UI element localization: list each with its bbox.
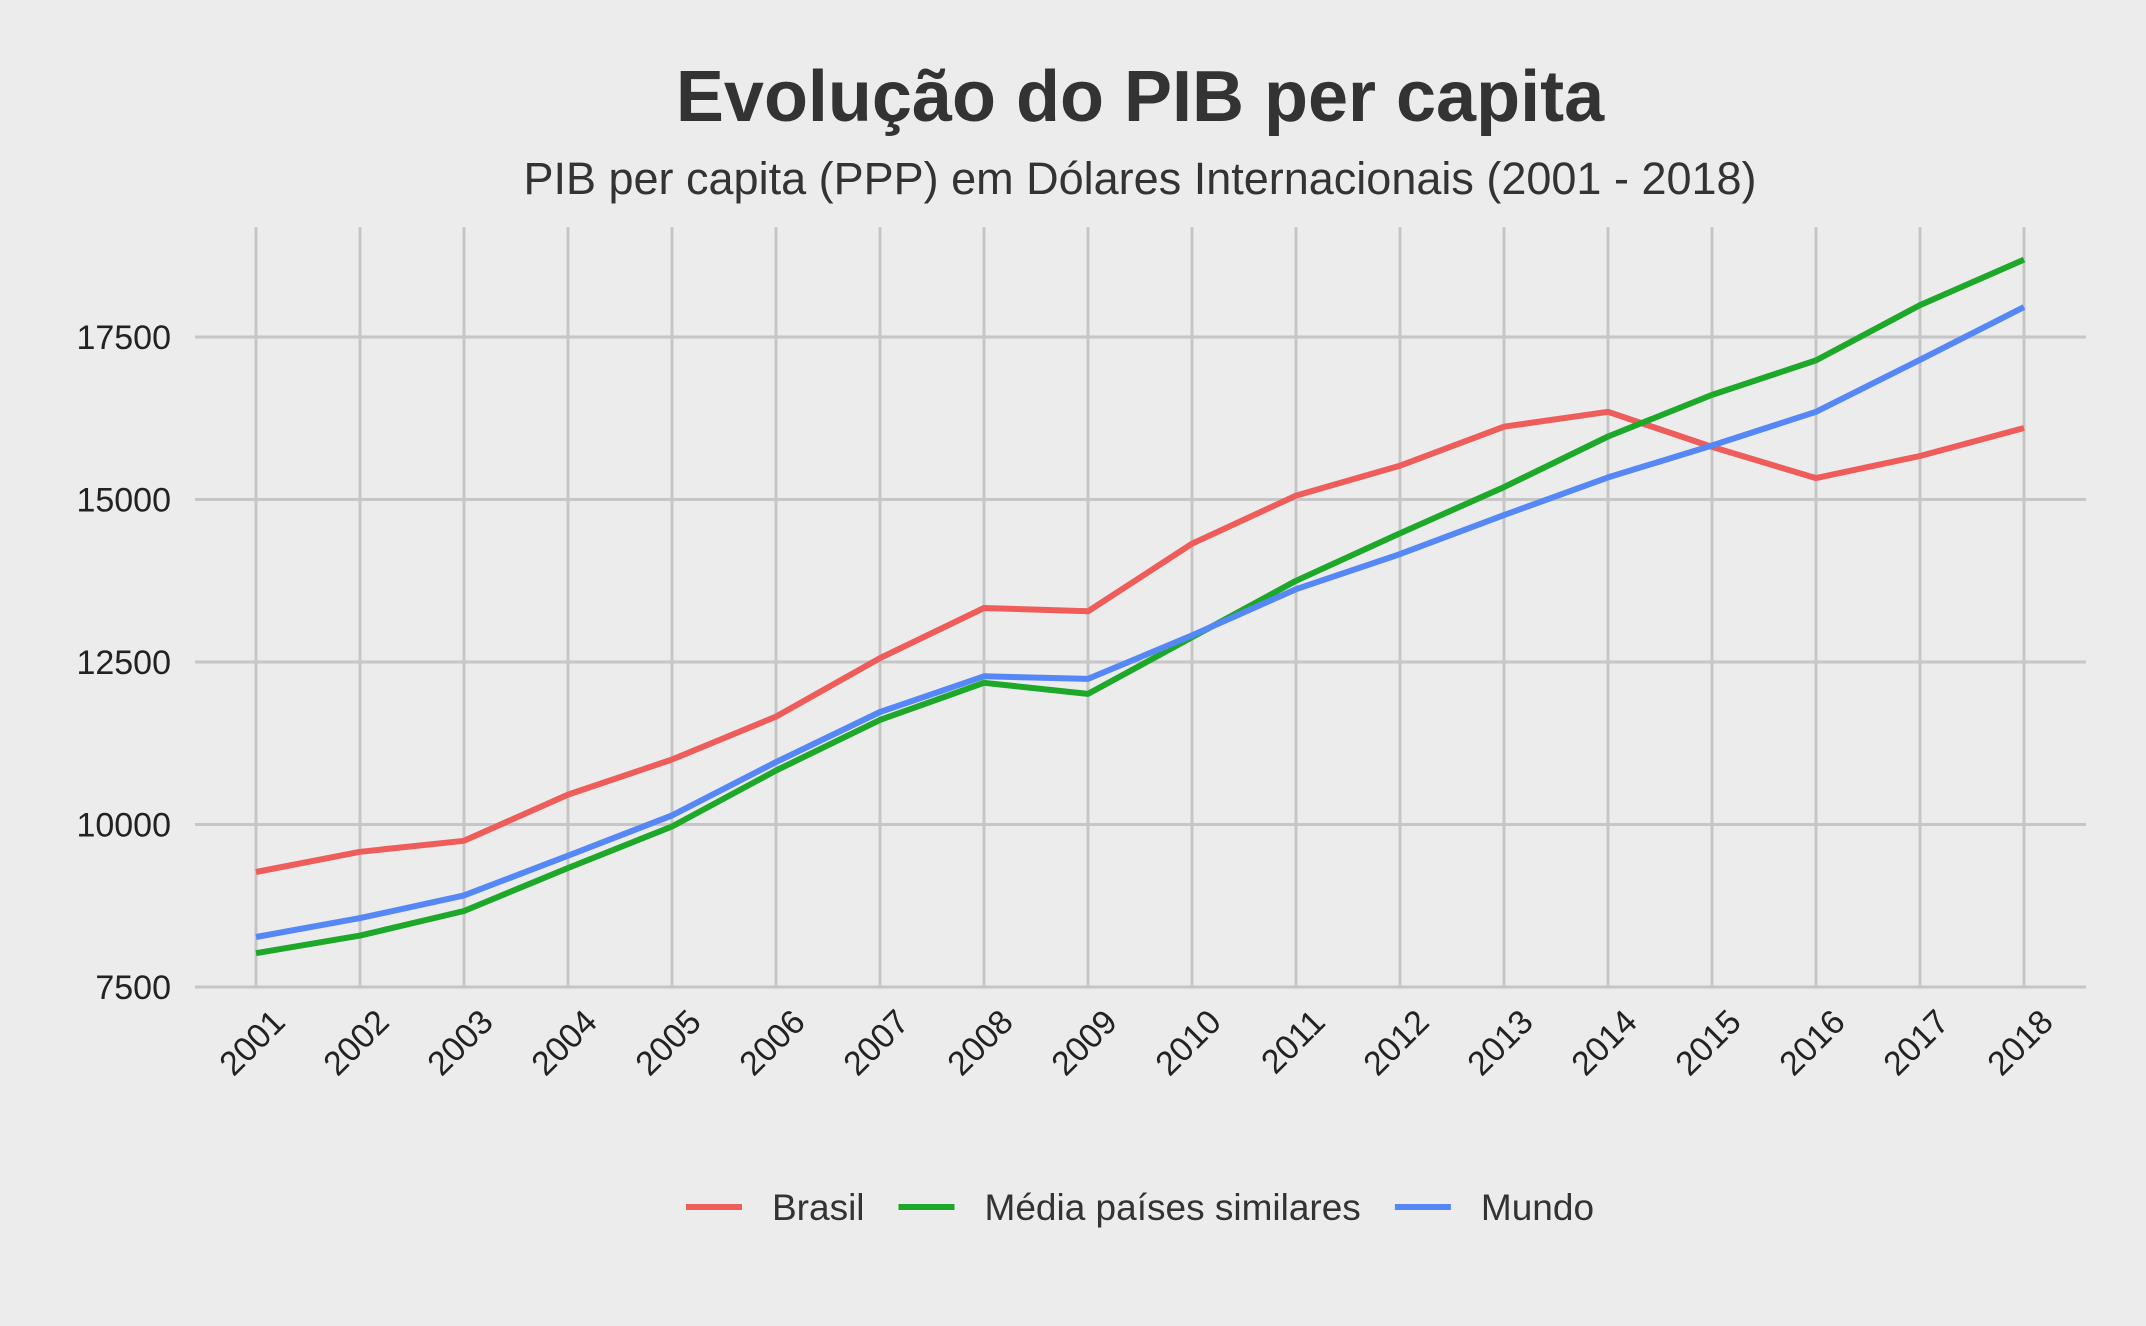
legend-label: Mundo — [1481, 1187, 1594, 1228]
y-tick-label: 12500 — [76, 644, 171, 682]
legend-label: Média países similares — [985, 1187, 1361, 1228]
y-tick-label: 17500 — [76, 319, 171, 357]
legend-item: Mundo — [1394, 1187, 1594, 1228]
series-line-mundo — [255, 304, 2026, 940]
series-lines — [255, 256, 2026, 957]
y-axis: 7500 10000 12500 15000 17500 — [76, 319, 171, 1007]
y-tick-label: 15000 — [76, 482, 171, 520]
legend-item: Média países similares — [898, 1187, 1361, 1228]
legend-item: Brasil — [686, 1187, 865, 1228]
y-tick-label: 7500 — [95, 969, 171, 1007]
legend-label: Brasil — [772, 1187, 865, 1228]
chart-subtitle: PIB per capita (PPP) em Dólares Internac… — [523, 153, 1756, 204]
series-line-m-dia-pa-ses-similares — [255, 256, 2026, 957]
series-line-brasil — [255, 408, 2025, 875]
chart-title: Evolução do PIB per capita — [676, 57, 1605, 137]
legend: Brasil Média países similares Mundo — [686, 1187, 1594, 1228]
grid — [195, 227, 2086, 989]
y-tick-label: 10000 — [76, 807, 171, 845]
